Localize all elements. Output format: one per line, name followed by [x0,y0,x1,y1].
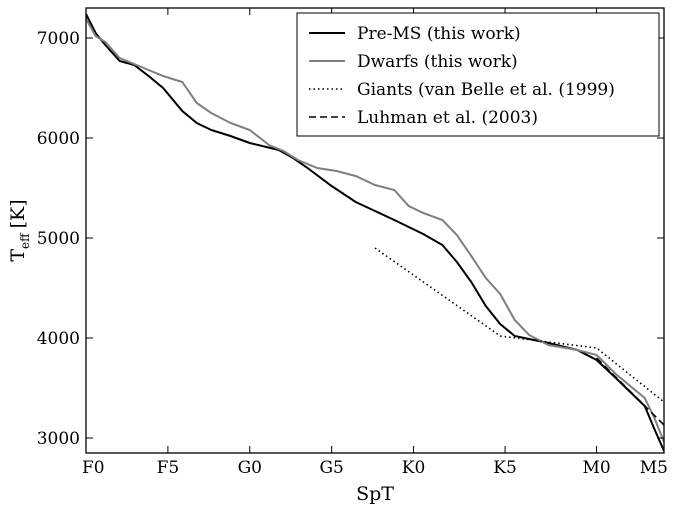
x-tick-label: M0 [582,458,610,478]
y-tick-label: 5000 [37,229,80,249]
y-axis-label: Teff [K] [7,199,32,261]
axis-ticks: F0 F5 G0 G5 K0 K5 M0 M5 3000 4000 5000 6000 7000 [37,8,668,478]
series-lines [86,13,664,452]
legend-box [296,12,660,137]
series-line-2 [86,18,664,443]
x-tick-label: G0 [238,458,262,478]
legend-label-2: Dwarfs (this work) [357,52,518,72]
y-axis-label-subscript: eff [18,232,32,249]
axis-labels: SpT Teff [K] [7,199,394,505]
x-tick-label: K5 [493,458,517,478]
x-axis-label: SpT [356,483,394,505]
y-tick-label: 7000 [37,29,80,49]
x-tick-label: M5 [640,458,668,478]
y-tick-label: 4000 [37,329,80,349]
legend-label-3: Giants (van Belle et al. (1999) [357,80,615,100]
series-line-3 [374,247,664,403]
y-axis-label-unit: [K] [7,199,29,228]
plot-frame [85,7,665,454]
legend-label-4: Luhman et al. (2003) [357,108,538,128]
series-line-4 [596,357,664,426]
y-tick-label: 6000 [37,129,80,149]
x-tick-label: F5 [157,458,180,478]
series-line-1 [86,13,664,452]
y-tick-label: 3000 [37,429,80,449]
legend-label-1: Pre-MS (this work) [357,24,521,44]
x-tick-label: G5 [319,458,343,478]
y-axis-label-main: T [7,249,29,262]
legend: Pre-MS (this work) Dwarfs (this work) Gian… [296,12,660,137]
x-tick-label: K0 [402,458,426,478]
x-tick-label: F0 [82,458,105,478]
